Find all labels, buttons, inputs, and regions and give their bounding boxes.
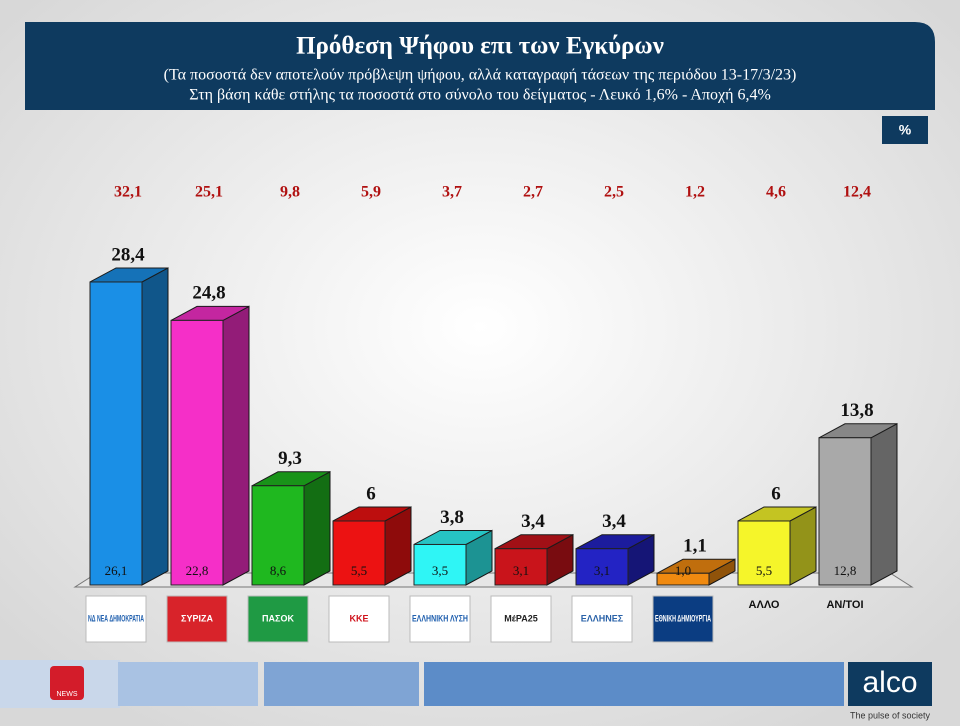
bar bbox=[737, 520, 791, 586]
valid-vote-label: 5,9 bbox=[361, 184, 381, 201]
channel-logo bbox=[50, 666, 84, 700]
party-logo bbox=[166, 595, 228, 643]
category-label: ΠΑΣΟΚ bbox=[262, 613, 294, 623]
base-value-label: 8,6 bbox=[270, 563, 287, 578]
bar-value-label: 28,4 bbox=[111, 244, 145, 265]
party-logo bbox=[85, 595, 147, 643]
base-value-label: 22,8 bbox=[186, 563, 209, 578]
valid-vote-label: 9,8 bbox=[280, 184, 300, 201]
channel-text: NEWS bbox=[57, 691, 78, 698]
footer-block bbox=[118, 662, 258, 706]
base-value-label: 1,0 bbox=[675, 563, 691, 578]
unit-badge-text: % bbox=[899, 122, 912, 138]
party-logo bbox=[652, 595, 714, 643]
bar bbox=[575, 548, 629, 586]
valid-vote-label: 2,7 bbox=[523, 184, 543, 201]
bar bbox=[89, 281, 143, 586]
subtitle: (Τα ποσοστά δεν αποτελούν πρόβλεψη ψήφου… bbox=[164, 67, 797, 84]
bar-value-label: 6 bbox=[366, 483, 376, 504]
bar-value-label: 3,8 bbox=[440, 507, 464, 528]
valid-vote-label: 1,2 bbox=[685, 184, 705, 201]
category-label: ΕΛΛΗΝΙΚΗ ΛΥΣΗ bbox=[412, 613, 468, 623]
brand: alco bbox=[862, 666, 917, 699]
base-value-label: 5,5 bbox=[756, 563, 772, 578]
base-value-label: 3,5 bbox=[432, 563, 448, 578]
category-label: ΝΔ ΝΕΑ ΔΗΜΟΚΡΑΤΙΑ bbox=[88, 613, 144, 623]
bar bbox=[170, 319, 224, 586]
category-label: ΕΛΛΗΝΕΣ bbox=[581, 613, 624, 623]
category-label: ΜέΡΑ25 bbox=[504, 613, 537, 623]
footer-block bbox=[264, 662, 419, 706]
unit-badge bbox=[882, 116, 928, 144]
base-value-label: 12,8 bbox=[834, 563, 857, 578]
bar-side bbox=[222, 305, 250, 586]
party-logo bbox=[247, 595, 309, 643]
base-value-label: 3,1 bbox=[513, 563, 529, 578]
bar-value-label: 24,8 bbox=[192, 283, 225, 304]
category-label: ΣΥΡΙΖΑ bbox=[181, 613, 213, 623]
bar bbox=[413, 543, 467, 586]
category-label: ΑΝ/ΤΟΙ bbox=[826, 599, 863, 611]
valid-vote-label: 3,7 bbox=[442, 184, 462, 201]
footer-block bbox=[424, 662, 844, 706]
subtitle: Στη βάση κάθε στήλης τα ποσοστά στο σύνο… bbox=[189, 87, 771, 104]
bar bbox=[332, 520, 386, 586]
party-logo bbox=[490, 595, 552, 643]
brand-box bbox=[848, 662, 932, 706]
category-label: ΕΘΝΙΚΗ ΔΗΜΙΟΥΡΓΙΑ bbox=[655, 613, 711, 623]
bar-value-label: 1,1 bbox=[683, 536, 707, 557]
bar bbox=[251, 485, 305, 586]
bar-value-label: 3,4 bbox=[602, 511, 626, 532]
category-label: ΚΚΕ bbox=[349, 613, 368, 623]
party-logo bbox=[571, 595, 633, 643]
bar-side bbox=[303, 470, 331, 586]
category-label: ΑΛΛΟ bbox=[749, 599, 780, 611]
bar-side bbox=[141, 267, 169, 586]
bar-value-label: 6 bbox=[771, 483, 781, 504]
base-value-label: 3,1 bbox=[594, 563, 610, 578]
bar-value-label: 13,8 bbox=[840, 400, 873, 421]
valid-vote-label: 2,5 bbox=[604, 184, 624, 201]
party-logo bbox=[409, 595, 471, 643]
valid-vote-label: 4,6 bbox=[766, 184, 786, 201]
bar-side bbox=[870, 422, 898, 586]
bar bbox=[494, 548, 548, 586]
valid-vote-label: 25,1 bbox=[195, 184, 223, 201]
bar-value-label: 3,4 bbox=[521, 511, 545, 532]
base-value-label: 5,5 bbox=[351, 563, 367, 578]
base-value-label: 26,1 bbox=[105, 563, 128, 578]
bar bbox=[818, 437, 872, 586]
bar bbox=[656, 572, 710, 586]
valid-vote-label: 32,1 bbox=[114, 184, 142, 201]
party-logo bbox=[328, 595, 390, 643]
tagline: The pulse of society bbox=[850, 710, 931, 720]
chart-title: Πρόθεση Ψήφου επι των Εγκύρων bbox=[296, 33, 664, 60]
valid-vote-label: 12,4 bbox=[843, 184, 871, 201]
header-panel bbox=[25, 22, 935, 110]
bar-value-label: 9,3 bbox=[278, 448, 302, 469]
